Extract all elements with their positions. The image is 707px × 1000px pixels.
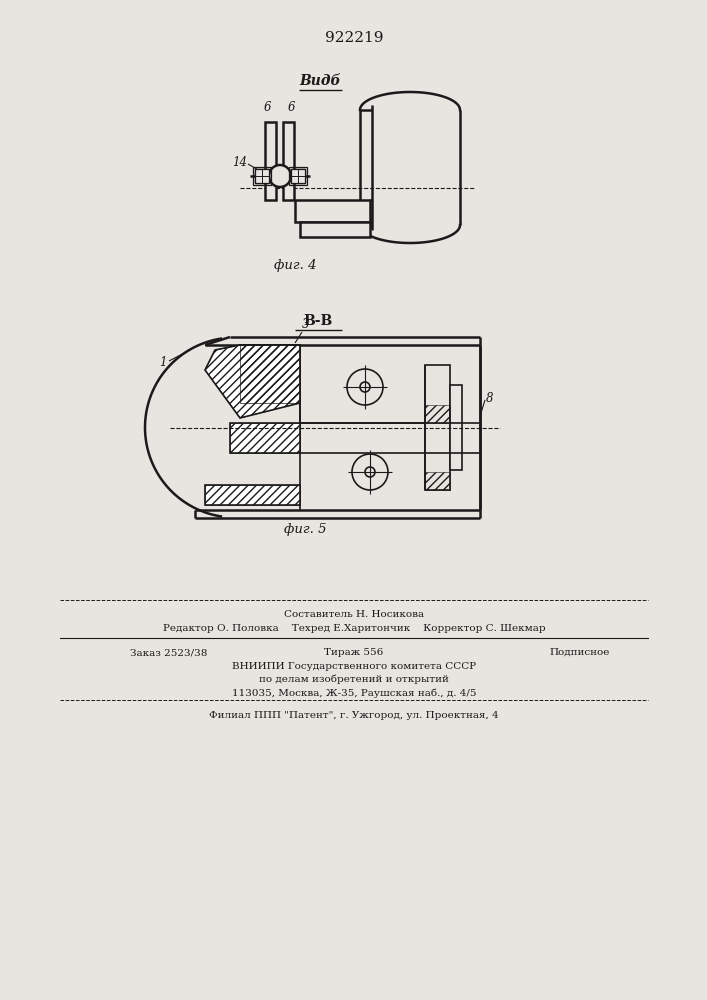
Bar: [255, 169, 269, 183]
Polygon shape: [205, 485, 300, 505]
Text: фиг. 5: фиг. 5: [284, 524, 326, 536]
Text: Заказ 2523/38: Заказ 2523/38: [130, 648, 207, 657]
Text: Подписное: Подписное: [550, 648, 610, 657]
Bar: [289, 167, 307, 185]
Bar: [425, 405, 450, 423]
Text: 922219: 922219: [325, 31, 383, 45]
Bar: [425, 365, 450, 490]
Text: Составитель Н. Носикова: Составитель Н. Носикова: [284, 610, 424, 619]
Polygon shape: [230, 423, 300, 453]
Text: Тираж 556: Тираж 556: [325, 648, 384, 657]
Bar: [265, 122, 276, 200]
Text: Видб: Видб: [299, 74, 341, 88]
Circle shape: [352, 454, 388, 490]
Text: 113035, Москва, Ж-35, Раушская наб., д. 4/5: 113035, Москва, Ж-35, Раушская наб., д. …: [232, 688, 477, 698]
Text: Редактор О. Половка    Техред Е.Харитончик    Корректор С. Шекмар: Редактор О. Половка Техред Е.Харитончик …: [163, 624, 545, 633]
Bar: [255, 169, 269, 183]
Polygon shape: [240, 345, 300, 403]
Text: 6: 6: [263, 101, 271, 114]
Text: В-В: В-В: [303, 314, 332, 328]
Text: 3: 3: [302, 318, 310, 331]
Text: 14: 14: [232, 155, 247, 168]
Text: Филиал ППП "Патент", г. Ужгород, ул. Проектная, 4: Филиал ППП "Патент", г. Ужгород, ул. Про…: [209, 711, 499, 720]
Polygon shape: [205, 345, 300, 418]
Circle shape: [347, 369, 383, 405]
Bar: [450, 385, 462, 470]
Circle shape: [360, 382, 370, 392]
Bar: [255, 169, 269, 183]
Text: 9: 9: [369, 393, 377, 406]
Text: 8: 8: [486, 391, 493, 404]
Bar: [291, 169, 305, 183]
Bar: [425, 472, 450, 490]
Bar: [283, 122, 294, 200]
Text: ВНИИПИ Государственного комитета СССР: ВНИИПИ Государственного комитета СССР: [232, 662, 476, 671]
Circle shape: [269, 165, 291, 187]
Bar: [291, 169, 305, 183]
Text: фиг. 4: фиг. 4: [274, 259, 316, 272]
Bar: [291, 169, 305, 183]
Text: 6: 6: [287, 101, 295, 114]
Bar: [255, 169, 269, 183]
Bar: [291, 169, 305, 183]
Bar: [291, 169, 305, 183]
Text: 1: 1: [160, 357, 167, 369]
Bar: [253, 167, 271, 185]
Bar: [255, 169, 269, 183]
Bar: [295, 200, 370, 222]
Circle shape: [365, 467, 375, 477]
Text: по делам изобретений и открытий: по делам изобретений и открытий: [259, 675, 449, 684]
Bar: [300, 222, 370, 237]
